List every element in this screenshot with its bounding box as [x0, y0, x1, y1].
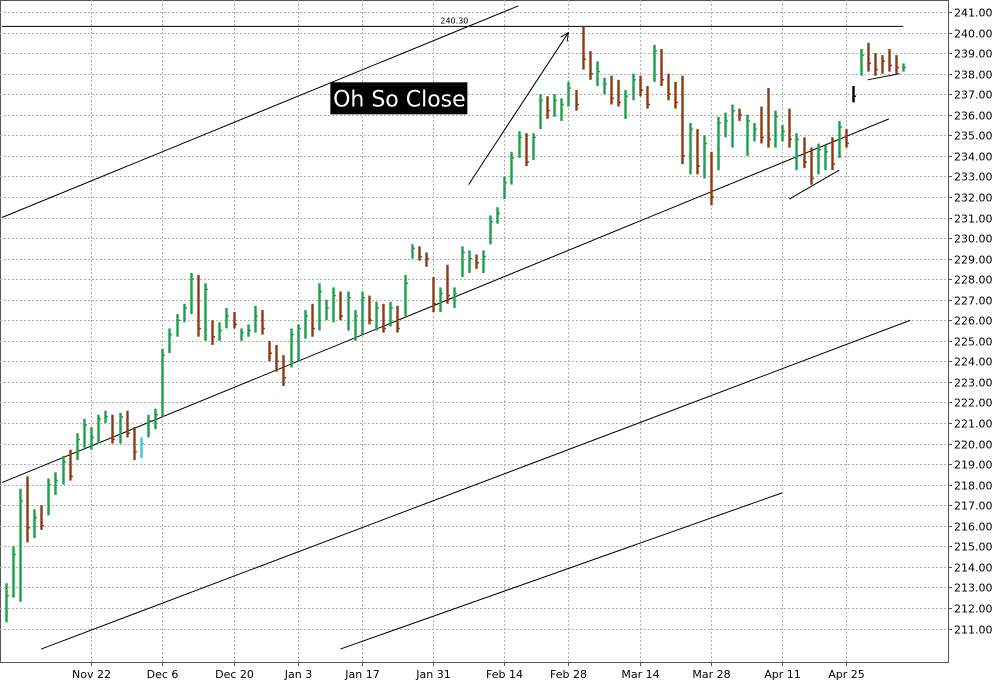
x-tick-label: Jan 17: [344, 668, 379, 681]
x-tick-label: Jan 31: [415, 668, 450, 681]
trend-lines: [1, 5, 911, 650]
y-tick-label: 236.00: [954, 110, 993, 123]
trendline-channel-mid: [1, 118, 890, 484]
x-tick-label: Feb 28: [550, 668, 587, 681]
y-tick-label: 217.00: [954, 500, 993, 513]
y-tick-label: 228.00: [954, 274, 993, 287]
y-tick-label: 225.00: [954, 336, 993, 349]
plot-border: [0, 0, 949, 663]
y-tick-label: 219.00: [954, 459, 993, 472]
y-tick-label: 216.00: [954, 521, 993, 534]
x-tick-label: Apr 25: [828, 668, 865, 681]
x-tick-label: Apr 11: [764, 668, 801, 681]
y-axis: 211.00 212.00 213.00 214.00 215.00 216.00 217.…: [948, 7, 993, 637]
callout-text: Oh So Close: [333, 87, 466, 112]
y-tick-label: 213.00: [954, 582, 993, 595]
trendline-support-short: [789, 169, 840, 200]
y-tick-label: 212.00: [954, 603, 993, 616]
x-tick-label: Mar 28: [692, 668, 730, 681]
trendline-arrow: [468, 32, 569, 185]
x-tick-label: Dec 20: [215, 668, 254, 681]
x-tick-label: Feb 14: [486, 668, 523, 681]
y-tick-label: 238.00: [954, 69, 993, 82]
y-tick-label: 232.00: [954, 192, 993, 205]
trendline-support-recent: [867, 73, 900, 81]
grid: [0, 0, 949, 663]
x-tick-label: Mar 14: [621, 668, 659, 681]
y-tick-label: 221.00: [954, 418, 993, 431]
y-tick-label: 227.00: [954, 295, 993, 308]
y-tick-label: 222.00: [954, 397, 993, 410]
y-tick-label: 239.00: [954, 48, 993, 61]
trendline-channel-lower: [40, 319, 911, 650]
y-tick-label: 215.00: [954, 541, 993, 554]
y-tick-label: 240.00: [954, 28, 993, 41]
y-tick-label: 218.00: [954, 480, 993, 493]
x-tick-label: Jan 3: [284, 668, 312, 681]
y-tick-label: 230.00: [954, 233, 993, 246]
y-tick-label: 235.00: [954, 130, 993, 143]
y-tick-label: 233.00: [954, 171, 993, 184]
high-value-label: 240.30: [440, 16, 468, 25]
y-tick-label: 224.00: [954, 356, 993, 369]
trendline-channel-top: [1, 5, 519, 218]
y-tick-label: 220.00: [954, 439, 993, 452]
y-tick-label: 241.00: [954, 7, 993, 20]
price-bars: [5, 26, 906, 623]
x-tick-label: Nov 22: [72, 668, 111, 681]
trendline-channel-bottom: [340, 492, 783, 650]
callout-box: [330, 82, 468, 115]
y-tick-label: 214.00: [954, 562, 993, 575]
y-tick-label: 234.00: [954, 151, 993, 164]
y-tick-label: 231.00: [954, 213, 993, 226]
y-tick-label: 237.00: [954, 89, 993, 102]
y-tick-label: 223.00: [954, 377, 993, 390]
y-tick-label: 229.00: [954, 254, 993, 267]
x-tick-label: Dec 6: [147, 668, 179, 681]
arrow-head: [560, 31, 570, 42]
annotations: 240.30 Oh So Close: [330, 16, 468, 115]
y-tick-label: 226.00: [954, 315, 993, 328]
y-tick-label: 211.00: [954, 624, 993, 637]
x-axis: Nov 22 Dec 6 Dec 20 Jan 3 Jan 17 Jan 31 Feb 14…: [72, 662, 865, 681]
